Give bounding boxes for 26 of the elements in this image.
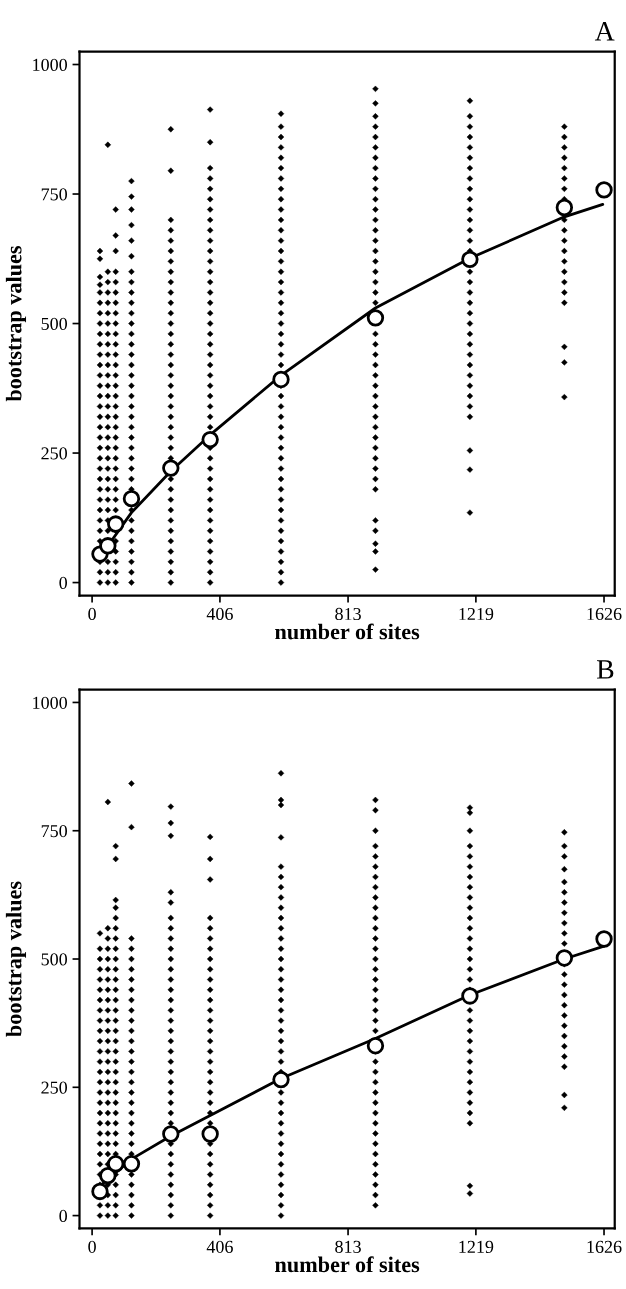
y-tick-label: 500 — [41, 317, 68, 330]
y-axis-title: bootstrap values — [5, 245, 27, 402]
chart-title: B — [597, 660, 614, 679]
x-tick-label: 813 — [335, 1240, 361, 1253]
x-tick-label: 1626 — [587, 1240, 622, 1253]
y-tick-label: 750 — [41, 188, 68, 201]
y-tick-label: 500 — [41, 953, 68, 966]
y-tick-label: 0 — [59, 576, 68, 590]
y-tick-label: 250 — [41, 447, 68, 460]
x-tick-label: 0 — [88, 1240, 96, 1253]
x-tick-label: 406 — [206, 607, 233, 621]
y-tick-label: 0 — [59, 1209, 68, 1223]
x-tick-label: 406 — [206, 1240, 233, 1253]
y-tick-label: 1000 — [33, 696, 68, 709]
x-tick-label: 1219 — [459, 1240, 494, 1253]
x-tick-label: 1626 — [587, 607, 622, 621]
y-tick-label: 750 — [41, 824, 68, 838]
x-tick-label: 0 — [88, 607, 96, 621]
y-tick-label: 1000 — [33, 58, 68, 71]
x-tick-label: 813 — [335, 607, 361, 621]
x-axis-title: number of sites — [275, 623, 420, 640]
chart-title: A — [594, 22, 615, 41]
y-tick-label: 250 — [41, 1081, 68, 1094]
x-axis-title: number of sites — [275, 1256, 420, 1273]
y-axis-title: bootstrap values — [5, 881, 27, 1037]
x-tick-label: 1219 — [459, 607, 494, 621]
